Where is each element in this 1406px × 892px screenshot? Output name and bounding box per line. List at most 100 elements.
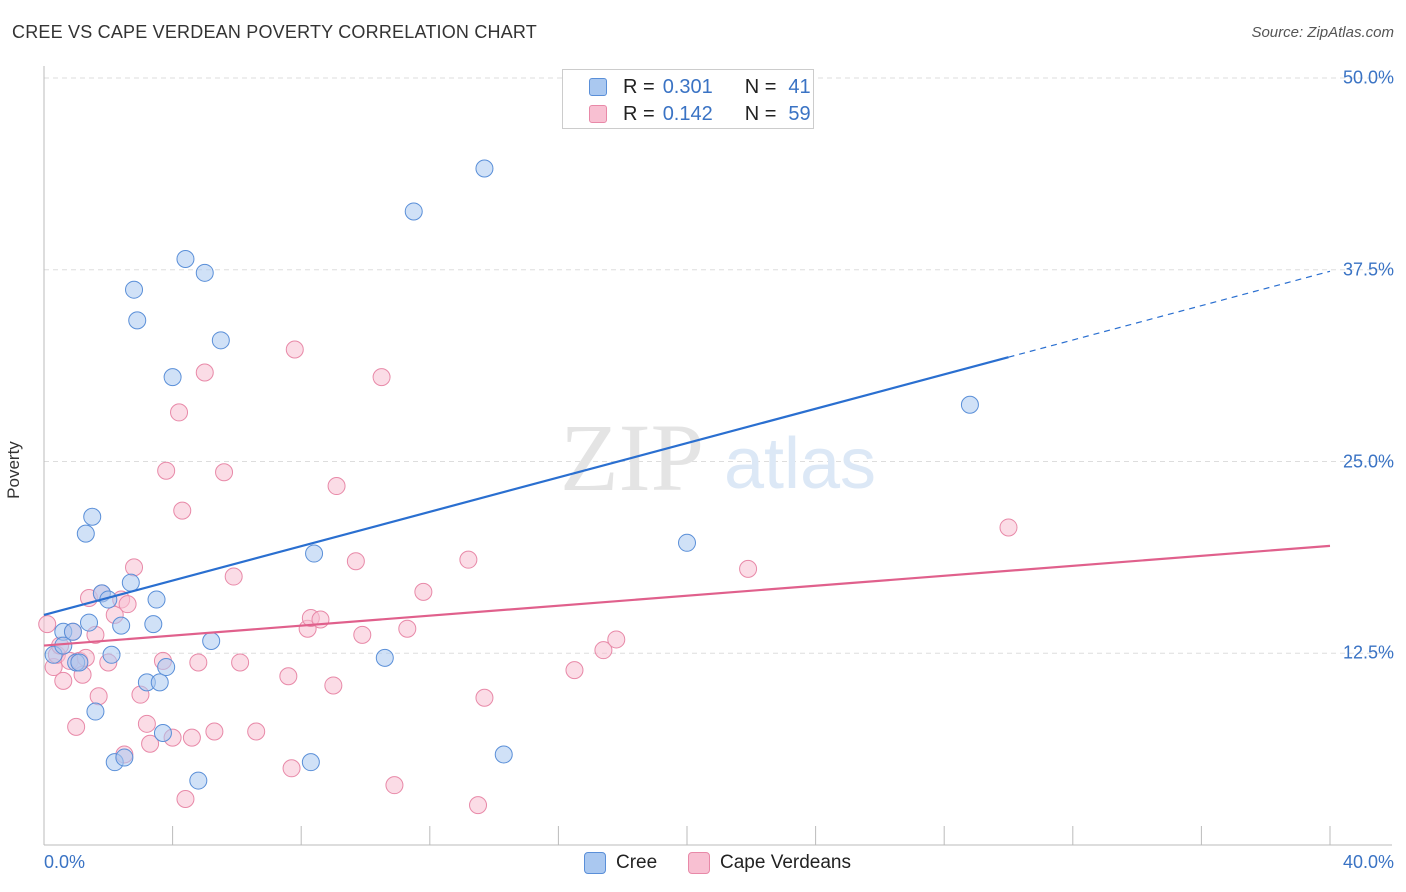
cape-verdeans-point: [385, 776, 404, 795]
legend-r-value: 0.301: [662, 75, 713, 98]
cape-verdeans-point: [414, 582, 433, 601]
series-legend: Cree Cape Verdeans: [0, 852, 1406, 878]
cree-point: [102, 645, 121, 664]
axis-layer: [43, 66, 1392, 846]
cape-verdeans-point: [173, 501, 192, 520]
series-label-cape-verdeans: Cape Verdeans: [720, 852, 851, 873]
cree-trend-line: [43, 356, 1009, 616]
cree-point: [960, 395, 979, 414]
cape-verdeans-point: [469, 796, 488, 815]
cree-point: [195, 263, 214, 282]
cree-point: [202, 631, 221, 650]
cape-verdeans-point: [282, 759, 301, 778]
grid-layer: [44, 77, 1392, 654]
cree-point: [70, 653, 89, 672]
cree-point: [83, 507, 102, 526]
cree-point: [121, 573, 140, 592]
trend-lines: [43, 270, 1331, 647]
cape-verdeans-point: [118, 595, 137, 614]
y-tick-label: 37.5%: [1342, 259, 1394, 280]
cape-verdeans-point: [205, 722, 224, 741]
cree-point: [301, 753, 320, 772]
cape-verdeans-point: [189, 653, 208, 672]
cape-verdeans-point: [176, 789, 195, 808]
legend-n-value: 41: [788, 75, 811, 98]
legend-n-label: N =: [744, 102, 777, 125]
cape-verdeans-point: [215, 463, 234, 482]
y-tick-label: 25.0%: [1342, 451, 1394, 471]
cree-point: [80, 613, 99, 632]
cree-point: [144, 615, 163, 634]
legend-r-label: R =: [623, 75, 655, 98]
watermark-atlas: atlas: [724, 424, 876, 504]
legend-row-cree: R = 0.301 N = 41: [589, 75, 811, 99]
cree-point: [375, 648, 394, 667]
legend-r-label: R =: [623, 102, 655, 125]
cape-verdeans-point: [137, 714, 156, 733]
legend-swatch-cree: [589, 78, 607, 96]
x-tick-label-min: 0.0%: [44, 852, 86, 872]
cree-point: [76, 524, 95, 543]
cape-verdeans-point: [279, 667, 298, 686]
cree-point: [147, 590, 166, 609]
cape-verdeans-point: [459, 550, 478, 569]
cape-verdeans-trend-line: [43, 544, 1331, 647]
cree-point: [404, 202, 423, 221]
cape-verdeans-point: [67, 717, 86, 736]
cape-verdeans-point: [224, 567, 243, 586]
cape-verdeans-point: [739, 559, 758, 578]
legend-swatch-cape-verdeans: [589, 105, 607, 123]
cape-verdeans-point: [89, 687, 108, 706]
cree-point: [163, 368, 182, 387]
legend-n-label: N =: [744, 75, 777, 98]
cape-verdeans-point: [170, 403, 189, 422]
y-axis-label: Poverty: [4, 441, 23, 499]
cree-point: [86, 702, 105, 721]
cape-verdeans-point: [398, 619, 417, 638]
cape-verdeans-point: [285, 340, 304, 359]
series-legend-cree[interactable]: Cree: [584, 852, 657, 874]
cree-point: [128, 311, 147, 330]
series-swatch-cree: [584, 852, 606, 874]
cape-verdeans-point: [594, 641, 613, 660]
cree-point: [189, 771, 208, 790]
cape-verdeans-point: [607, 630, 626, 649]
cree-point: [153, 724, 172, 743]
chart-source: Source: ZipAtlas.com: [1251, 24, 1394, 41]
cape-verdeans-point: [346, 552, 365, 571]
cree-point: [475, 159, 494, 178]
cree-point: [63, 622, 82, 641]
cree-point: [157, 658, 176, 677]
y-tick-label: 50.0%: [1342, 67, 1394, 88]
cree-trend-extension: [1008, 270, 1331, 358]
cree-point: [305, 544, 324, 563]
cape-verdeans-point: [565, 661, 584, 680]
cape-verdeans-point: [475, 688, 494, 707]
series-swatch-cape-verdeans: [688, 852, 710, 874]
legend-row-cape-verdeans: R = 0.142 N = 59: [589, 102, 811, 126]
watermark: ZIP atlas: [560, 404, 876, 511]
cape-verdeans-point: [231, 653, 250, 672]
cape-verdeans-point: [125, 558, 144, 577]
cree-point: [176, 250, 195, 269]
cape-verdeans-point: [182, 728, 201, 747]
cape-verdeans-point: [353, 625, 372, 644]
y-tick-label: 12.5%: [1342, 642, 1394, 663]
cape-verdeans-point: [999, 518, 1018, 537]
cape-verdeans-point: [54, 671, 73, 690]
legend-n-value: 59: [788, 102, 811, 125]
cape-verdeans-point: [327, 477, 346, 496]
stats-legend: R = 0.301 N = 41 R = 0.142 N = 59: [562, 69, 814, 129]
series-label-cree: Cree: [616, 852, 658, 873]
cape-verdeans-point: [141, 734, 160, 753]
series-legend-cape-verdeans[interactable]: Cape Verdeans: [688, 852, 851, 874]
cape-verdeans-point: [157, 461, 176, 480]
cree-point: [150, 673, 169, 692]
cree-point: [678, 533, 696, 552]
chart-title: CREE VS CAPE VERDEAN POVERTY CORRELATION…: [12, 22, 537, 42]
cape-verdeans-point: [247, 722, 266, 741]
cape-verdeans-point: [38, 615, 57, 634]
cree-points: [44, 159, 979, 790]
